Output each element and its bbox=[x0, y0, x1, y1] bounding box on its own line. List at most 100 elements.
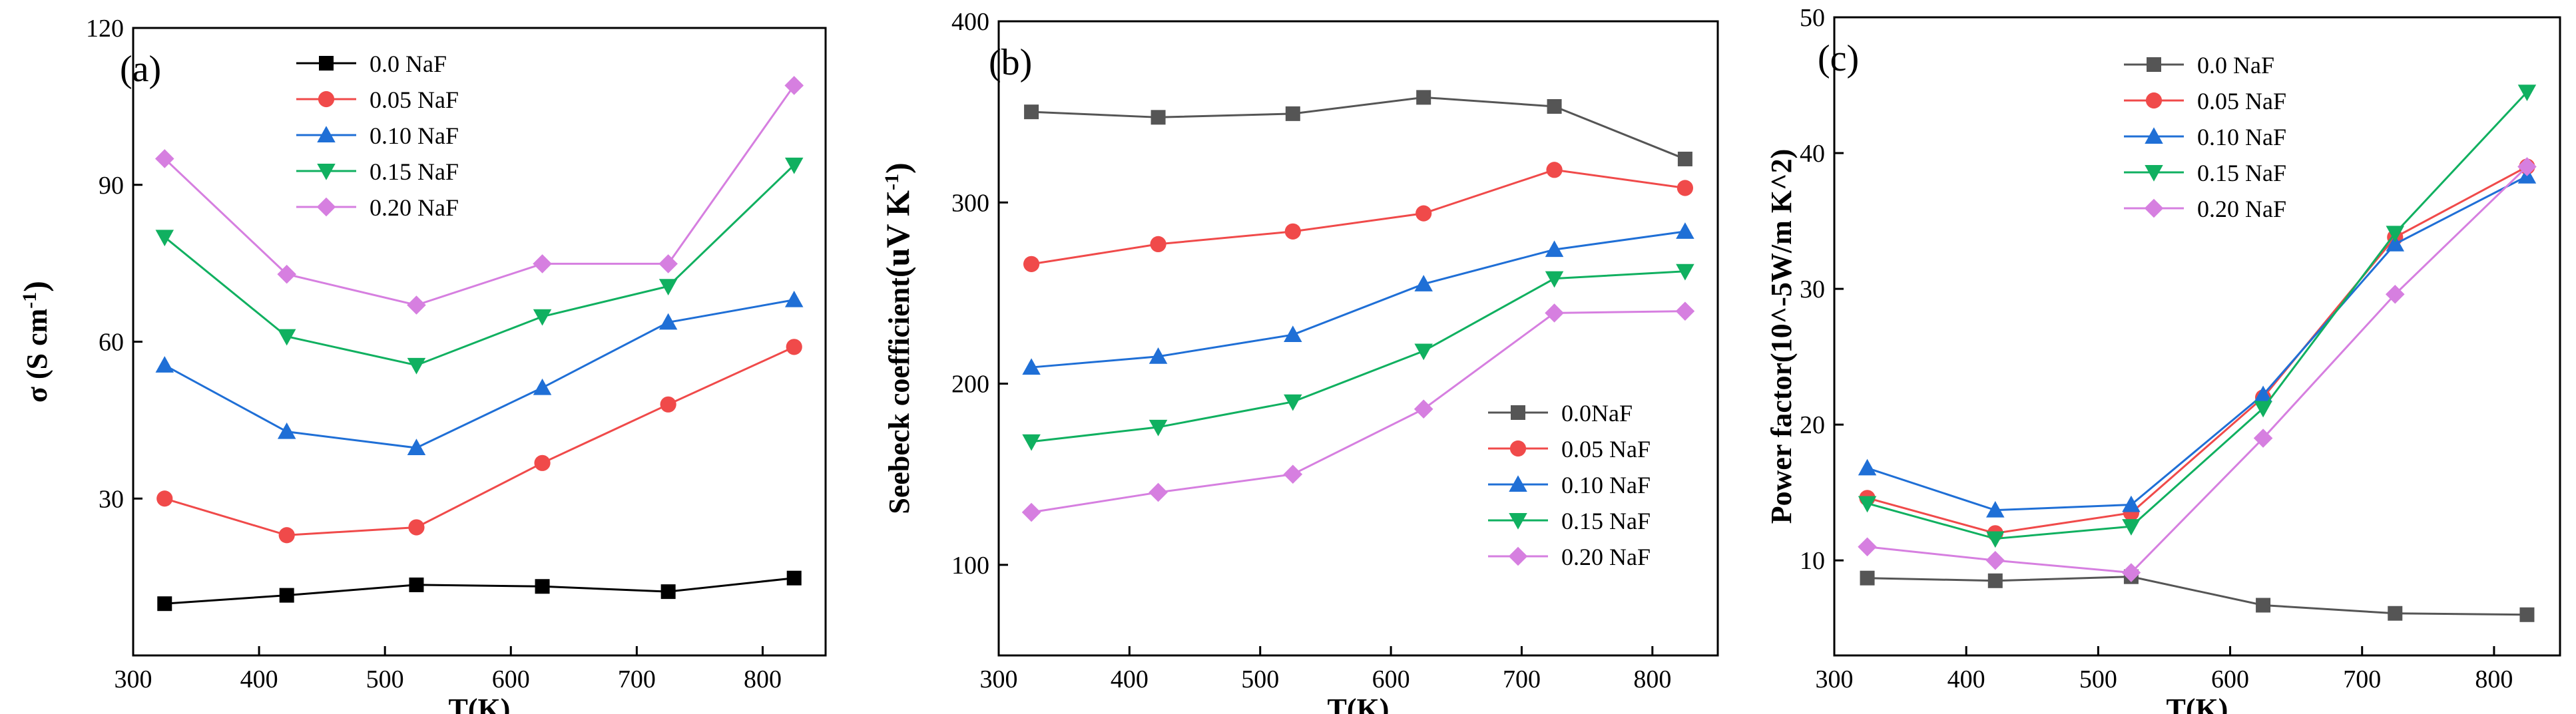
data-point bbox=[533, 254, 552, 273]
data-point bbox=[1545, 271, 1564, 288]
data-point bbox=[2388, 606, 2403, 621]
data-point bbox=[2253, 429, 2273, 448]
series-line bbox=[1031, 230, 1686, 369]
x-tick-label: 600 bbox=[492, 665, 530, 693]
x-tick-label: 800 bbox=[744, 665, 782, 693]
data-point bbox=[156, 490, 173, 507]
data-point bbox=[2517, 85, 2537, 101]
data-point bbox=[1986, 531, 2005, 548]
data-point bbox=[1414, 343, 1433, 361]
y-axis-label-main: Seebeck coefficient bbox=[883, 277, 915, 514]
series-0.10-NaF bbox=[155, 290, 804, 456]
data-point bbox=[1022, 434, 1041, 451]
data-point bbox=[534, 454, 551, 471]
x-tick-label: 800 bbox=[2475, 665, 2513, 693]
data-point bbox=[1986, 500, 2005, 518]
x-tick-label: 300 bbox=[980, 665, 1018, 693]
chart-panel-2: 300 400 500 600 700 800 100 200 300 400 T(K) Seebec… bbox=[879, 8, 1719, 714]
data-point bbox=[1676, 264, 1694, 281]
x-tick-label: 700 bbox=[1503, 665, 1541, 693]
series-line bbox=[164, 85, 795, 307]
data-point bbox=[1416, 205, 1432, 222]
y-tick-label: 30 bbox=[1800, 275, 1825, 303]
data-point bbox=[407, 357, 426, 375]
data-point bbox=[1150, 236, 1166, 253]
data-point bbox=[784, 76, 804, 95]
legend-label: 0.20 NaF bbox=[370, 194, 459, 221]
data-point bbox=[660, 584, 676, 600]
legend-label: 0.05 NaF bbox=[370, 87, 459, 113]
data-point bbox=[2519, 607, 2535, 622]
data-point bbox=[278, 527, 295, 544]
data-point bbox=[277, 329, 296, 346]
data-point bbox=[407, 295, 426, 315]
data-point bbox=[1283, 464, 1303, 484]
data-point bbox=[2122, 519, 2141, 536]
y-axis-label-sup: -1 bbox=[19, 292, 41, 309]
legend-marker bbox=[319, 56, 334, 71]
x-axis-label: T(K) bbox=[1328, 693, 1390, 714]
y-tick-label: 50 bbox=[1800, 4, 1825, 32]
y-tick-label: 300 bbox=[951, 189, 989, 217]
series-0.10-NaF bbox=[1858, 166, 2537, 518]
data-point bbox=[660, 396, 676, 413]
x-tick-label: 700 bbox=[618, 665, 656, 693]
series-0.0NaF bbox=[1024, 90, 1692, 166]
data-point bbox=[1149, 419, 1168, 437]
y-tick-label: 10 bbox=[1800, 547, 1825, 575]
series-line bbox=[164, 299, 794, 449]
data-point bbox=[154, 149, 174, 168]
series-line bbox=[1867, 166, 2528, 534]
data-point bbox=[1987, 573, 2003, 588]
data-point bbox=[277, 422, 296, 439]
legend-marker bbox=[317, 126, 336, 142]
legend-label: 0.05 NaF bbox=[2197, 88, 2286, 114]
data-point bbox=[1284, 325, 1302, 343]
data-point bbox=[408, 519, 425, 536]
legend-marker bbox=[1509, 513, 1527, 530]
data-point bbox=[1149, 347, 1168, 364]
data-point bbox=[1545, 303, 1564, 323]
data-point bbox=[279, 588, 294, 603]
legend-marker bbox=[1509, 475, 1527, 492]
series-0.20-NaF bbox=[1021, 301, 1695, 522]
data-point bbox=[155, 356, 174, 373]
legend-marker bbox=[318, 90, 335, 108]
y-axis-label: Seebeck coefficient(uV K-1) bbox=[879, 162, 916, 514]
data-point bbox=[1414, 275, 1433, 291]
data-point bbox=[1416, 90, 1431, 105]
data-point bbox=[2386, 235, 2405, 252]
series-0.05-NaF bbox=[1023, 162, 1694, 272]
y-tick-label: 60 bbox=[99, 329, 124, 357]
plot-frame bbox=[997, 20, 1719, 657]
data-point bbox=[1985, 550, 2005, 570]
legend-marker bbox=[317, 164, 336, 180]
legend-label: 0.15 NaF bbox=[1561, 508, 1651, 534]
y-axis-label-sup: -1 bbox=[881, 174, 903, 190]
x-axis-label: T(K) bbox=[449, 693, 511, 714]
data-point bbox=[1284, 223, 1301, 240]
data-point bbox=[784, 157, 804, 174]
data-point bbox=[1149, 482, 1168, 502]
legend-marker bbox=[2145, 92, 2163, 109]
series-line bbox=[1867, 166, 2528, 574]
data-point bbox=[1858, 496, 1877, 513]
data-point bbox=[1024, 104, 1039, 120]
x-axis-label: T(K) bbox=[2167, 693, 2228, 714]
data-point bbox=[1676, 222, 1694, 239]
legend: 0.0 NaF 0.05 NaF 0.10 NaF 0.15 NaF 0.20 NaF bbox=[2124, 52, 2286, 222]
legend-label: 0.05 NaF bbox=[1561, 436, 1651, 462]
data-point bbox=[409, 577, 424, 592]
x-tick-label: 500 bbox=[366, 665, 404, 693]
y-tick-label: 90 bbox=[99, 172, 124, 200]
series-line bbox=[1867, 576, 2527, 616]
y-tick-label: 100 bbox=[951, 552, 989, 580]
data-point bbox=[1677, 151, 1692, 166]
series-0.20-NaF bbox=[154, 76, 804, 315]
data-point bbox=[658, 313, 678, 330]
series-line bbox=[1031, 310, 1685, 514]
data-point bbox=[2254, 401, 2272, 418]
data-point bbox=[1285, 106, 1300, 121]
series-0.0-NaF bbox=[157, 570, 802, 612]
legend-marker bbox=[2145, 165, 2163, 182]
